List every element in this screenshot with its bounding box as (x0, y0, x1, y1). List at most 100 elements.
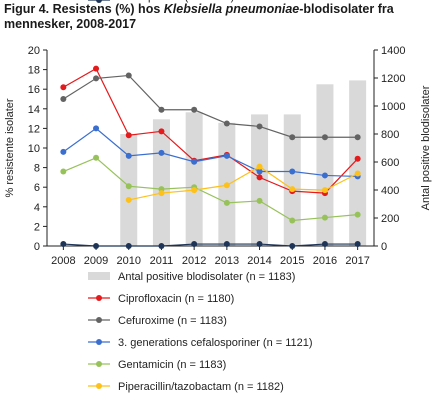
legend-label: Carbapenem (n = 1182) (118, 0, 234, 3)
y-right-tick-label: 400 (381, 185, 399, 197)
x-tick-label: 2011 (150, 255, 174, 267)
series-point (191, 241, 198, 248)
x-tick-label: 2015 (280, 255, 304, 267)
series-point (93, 243, 100, 249)
x-tick-label: 2016 (313, 255, 337, 267)
y-tick-label: 8 (34, 163, 40, 175)
legend-swatch-point (96, 317, 102, 323)
series-point (60, 84, 67, 91)
bar-2017 (349, 80, 367, 246)
series-point (289, 217, 296, 224)
series-line (63, 157, 358, 222)
series-2 (60, 125, 361, 180)
series-point (321, 172, 328, 179)
axes-layer: 0246810121416182002004006008001000120014… (4, 45, 432, 267)
legend: Antal positive blodisolater (n = 1183) Ci… (88, 0, 313, 393)
series-point (158, 106, 165, 113)
title-prefix: Figur 4. Resistens (%) hos (4, 2, 164, 16)
y-right-tick-label: 600 (381, 157, 399, 169)
series-point (191, 187, 198, 194)
series-point (125, 243, 132, 249)
series-point (289, 243, 296, 249)
series-point (354, 155, 361, 162)
series-line (128, 165, 358, 201)
series-point (125, 72, 132, 79)
line-layer (60, 65, 361, 249)
series-point (223, 199, 230, 206)
series-point (223, 120, 230, 127)
legend-swatch-point (96, 361, 102, 367)
y-tick-label: 4 (34, 202, 40, 214)
y-tick-label: 18 (28, 65, 40, 77)
series-4 (125, 163, 361, 203)
series-point (60, 241, 67, 248)
y-right-tick-label: 200 (381, 213, 399, 225)
series-point (191, 158, 198, 165)
series-point (158, 243, 165, 249)
series-point (60, 148, 67, 155)
series-point (289, 186, 296, 193)
bar-2010 (120, 134, 138, 246)
legend-swatch-point (96, 383, 102, 389)
series-point (125, 183, 132, 190)
y-tick-label: 14 (28, 104, 40, 116)
y-tick-label: 12 (28, 123, 40, 135)
y-tick-label: 2 (34, 221, 40, 233)
series-point (93, 154, 100, 161)
legend-label: 3. generations cefalosporiner (n = 1121) (118, 337, 313, 349)
series-point (256, 241, 263, 248)
series-point (125, 196, 132, 203)
title-italic: Klebsiella pneumoniae (163, 2, 300, 16)
x-tick-label: 2012 (182, 255, 206, 267)
bar-2012 (185, 112, 203, 246)
y-right-tick-label: 1400 (381, 45, 405, 57)
legend-label: Antal positive blodisolater (n = 1183) (118, 271, 295, 283)
x-tick-label: 2014 (247, 255, 271, 267)
x-tick-label: 2010 (117, 255, 141, 267)
y-tick-label: 10 (28, 143, 40, 155)
series-point (321, 241, 328, 248)
series-0 (60, 65, 361, 197)
bar-2011 (152, 119, 170, 246)
y-tick-label: 0 (34, 241, 40, 253)
series-point (289, 168, 296, 175)
series-5 (60, 241, 361, 249)
series-point (256, 174, 263, 181)
legend-swatch-point (96, 295, 102, 301)
y-right-tick-label: 1200 (381, 73, 405, 85)
series-point (256, 123, 263, 130)
series-point (93, 125, 100, 132)
series-point (289, 134, 296, 141)
y-right-tick-label: 800 (381, 129, 399, 141)
series-point (321, 187, 328, 194)
series-3 (60, 154, 361, 224)
series-point (354, 241, 361, 248)
x-tick-label: 2009 (84, 255, 108, 267)
series-point (60, 96, 67, 102)
bar-2016 (316, 84, 334, 246)
legend-label: Ciprofloxacin (n = 1180) (118, 293, 234, 305)
legend-label: Cefuroxime (n = 1183) (118, 315, 227, 327)
y-tick-label: 6 (34, 182, 40, 194)
series-point (125, 132, 132, 139)
series-point (125, 152, 132, 159)
y-axis-label: % resistente isolater (4, 98, 16, 197)
series-1 (60, 72, 361, 141)
series-line (62, 127, 358, 178)
series-point (256, 163, 263, 170)
x-tick-label: 2013 (215, 255, 239, 267)
series-point (158, 128, 165, 135)
series-point (158, 190, 165, 197)
series-point (256, 168, 263, 175)
series-point (223, 152, 230, 159)
title-suffix: -blodisolater fra mennesker, 2008-2017 (4, 2, 394, 31)
y-tick-label: 16 (28, 84, 40, 96)
series-point (223, 182, 230, 189)
series-point (354, 211, 361, 218)
legend-label: Piperacillin/tazobactam (n = 1182) (118, 381, 284, 393)
x-tick-label: 2017 (345, 255, 369, 267)
legend-swatch-bar (88, 272, 110, 280)
series-point (93, 65, 100, 72)
series-point (191, 106, 198, 113)
y-right-axis-label: Antal positive blodisolater (420, 85, 432, 210)
